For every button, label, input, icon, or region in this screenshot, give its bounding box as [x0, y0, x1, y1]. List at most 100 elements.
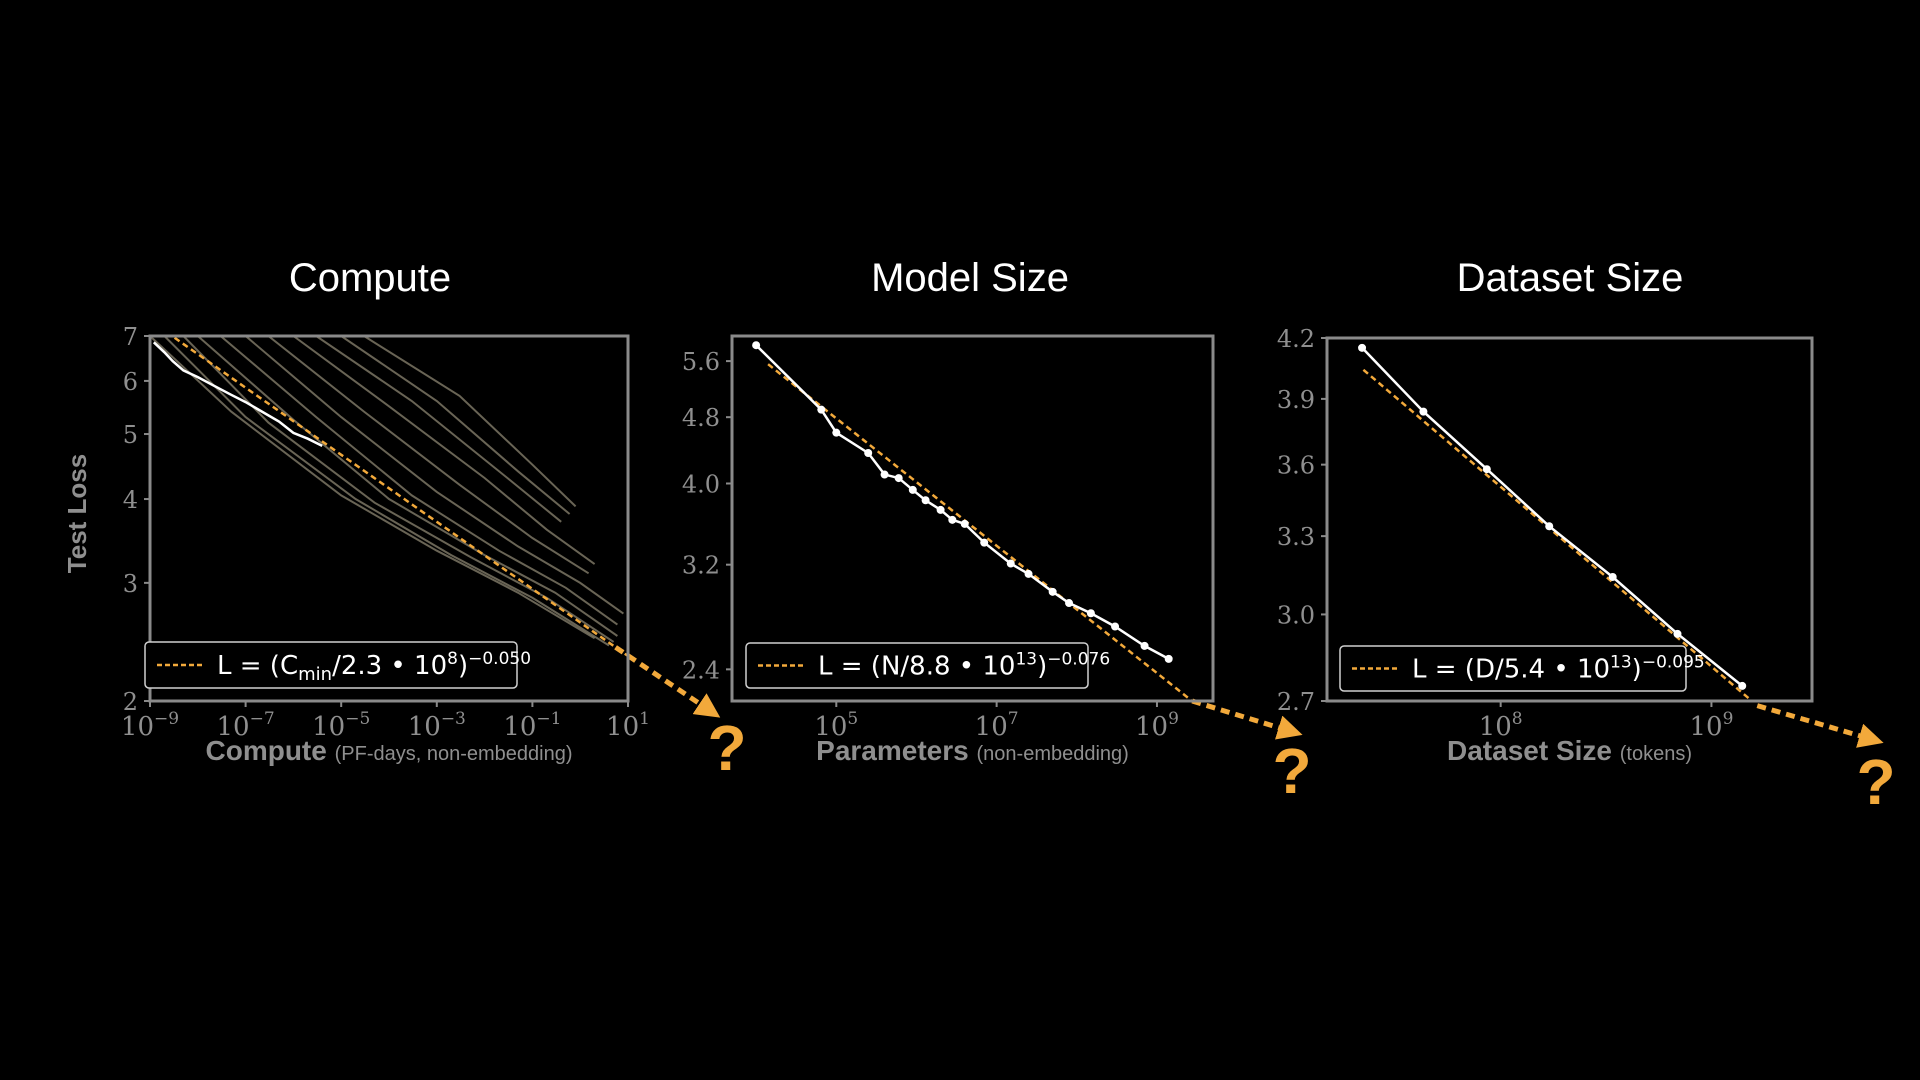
training-curve [363, 336, 577, 508]
x-tick-label: 101 [606, 709, 650, 742]
data-point [1006, 559, 1015, 568]
power-law-fit-line [1362, 368, 1754, 701]
y-tick-label: 2.4 [682, 656, 720, 684]
training-curve [292, 336, 596, 565]
y-tick-label: 5.6 [682, 348, 720, 376]
y-tick-label: 4.2 [1277, 325, 1315, 353]
y-tick-label: 4 [123, 486, 138, 514]
plot-area [1358, 343, 1754, 701]
data-point [1048, 587, 1057, 596]
x-tick-label: 109 [1689, 709, 1733, 742]
data-point [908, 485, 917, 494]
y-tick-label: 3.6 [1277, 452, 1315, 480]
training-curve [340, 336, 571, 515]
data-point [1024, 569, 1033, 578]
chart-0: 2 3 4 5 6 7 10−9 10−7 10−5 10−3 10−1 101 Compute (PF… [62, 323, 747, 784]
training-curve [163, 336, 610, 647]
plot-area [752, 341, 1195, 701]
x-tick-label: 10−1 [503, 709, 561, 742]
x-tick-label: 105 [814, 709, 858, 742]
extrapolation-arrow [614, 645, 721, 718]
legend-box [144, 641, 518, 689]
y-tick-label: 3 [123, 570, 138, 598]
y-tick-label: 6 [123, 368, 138, 396]
data-point [1358, 343, 1367, 352]
y-tick-label: 7 [123, 323, 138, 351]
y-tick-label: 3.3 [1277, 523, 1315, 551]
data-point [1482, 465, 1491, 474]
model-size-panel-title: Model Size [871, 256, 1069, 300]
measured-loss-line [1361, 346, 1743, 687]
training-curve [150, 336, 596, 640]
x-axis-label: Compute (PF-days, non-embedding) [206, 735, 573, 766]
data-point [880, 470, 889, 479]
data-point [864, 448, 873, 457]
training-curve [315, 336, 562, 523]
legend-box [1339, 645, 1687, 692]
y-tick-label: 2.7 [1277, 688, 1315, 716]
y-tick-label: 5 [123, 421, 138, 449]
plot-frame [1325, 336, 1814, 703]
data-point [1608, 572, 1617, 581]
x-axis-label: Dataset Size (tokens) [1447, 735, 1692, 766]
legend-box [745, 642, 1089, 689]
power-law-fit-line [767, 363, 1195, 701]
data-point [832, 428, 841, 437]
y-tick-label: 4.0 [682, 471, 720, 499]
training-curve [182, 336, 615, 643]
compute-panel-title: Compute [288, 256, 452, 300]
x-tick-label: 107 [975, 709, 1019, 742]
extrapolation-arrow [1756, 703, 1884, 748]
y-tick-label: 4.8 [682, 404, 720, 432]
x-axis-label: Parameters (non-embedding) [816, 735, 1129, 766]
data-point [921, 496, 930, 505]
question-mark: ? [1272, 735, 1311, 807]
y-tick-label: 3.9 [1277, 386, 1315, 414]
plot-frame [730, 334, 1215, 703]
x-tick-label: 10−7 [217, 709, 275, 742]
plot-frame [148, 334, 630, 703]
data-point [1164, 654, 1173, 663]
data-point [1673, 629, 1682, 638]
data-point [752, 341, 761, 350]
data-point [817, 405, 826, 414]
measured-loss-line [755, 344, 1170, 661]
legend-label: L = (N/8.8 • 1013)−0.076 [818, 650, 1110, 682]
extrapolation-arrow [1191, 698, 1303, 740]
training-curve [197, 336, 618, 637]
x-tick-label: 109 [1135, 709, 1179, 742]
y-tick-label: 3.0 [1277, 601, 1315, 629]
data-point [1111, 622, 1120, 631]
y-tick-label: 3.2 [682, 552, 720, 580]
training-curve [244, 336, 624, 615]
x-tick-label: 108 [1479, 709, 1523, 742]
x-tick-label: 10−5 [312, 709, 370, 742]
plot-area [150, 336, 628, 658]
data-point [894, 474, 903, 483]
y-tick-label: 2 [123, 688, 138, 716]
data-point [960, 519, 969, 528]
question-mark: ? [1856, 746, 1895, 818]
data-point [948, 515, 957, 524]
training-curve [267, 336, 590, 575]
data-point [1086, 609, 1095, 618]
x-tick-label: 10−3 [408, 709, 466, 742]
data-point [1738, 681, 1747, 690]
data-point [1065, 599, 1074, 608]
y-axis-label: Test Loss [62, 454, 92, 573]
data-point [1419, 407, 1428, 416]
question-mark: ? [707, 712, 746, 784]
data-point [936, 505, 945, 514]
measured-loss-line [152, 341, 323, 448]
data-point [1140, 641, 1149, 650]
data-point [1545, 522, 1554, 531]
x-tick-label: 10−9 [121, 709, 179, 742]
training-curve [219, 336, 618, 626]
legend-label: L = (Cmin/2.3 • 108)−0.050 [217, 649, 531, 685]
power-law-fit-line [169, 336, 628, 658]
data-point [980, 538, 989, 547]
